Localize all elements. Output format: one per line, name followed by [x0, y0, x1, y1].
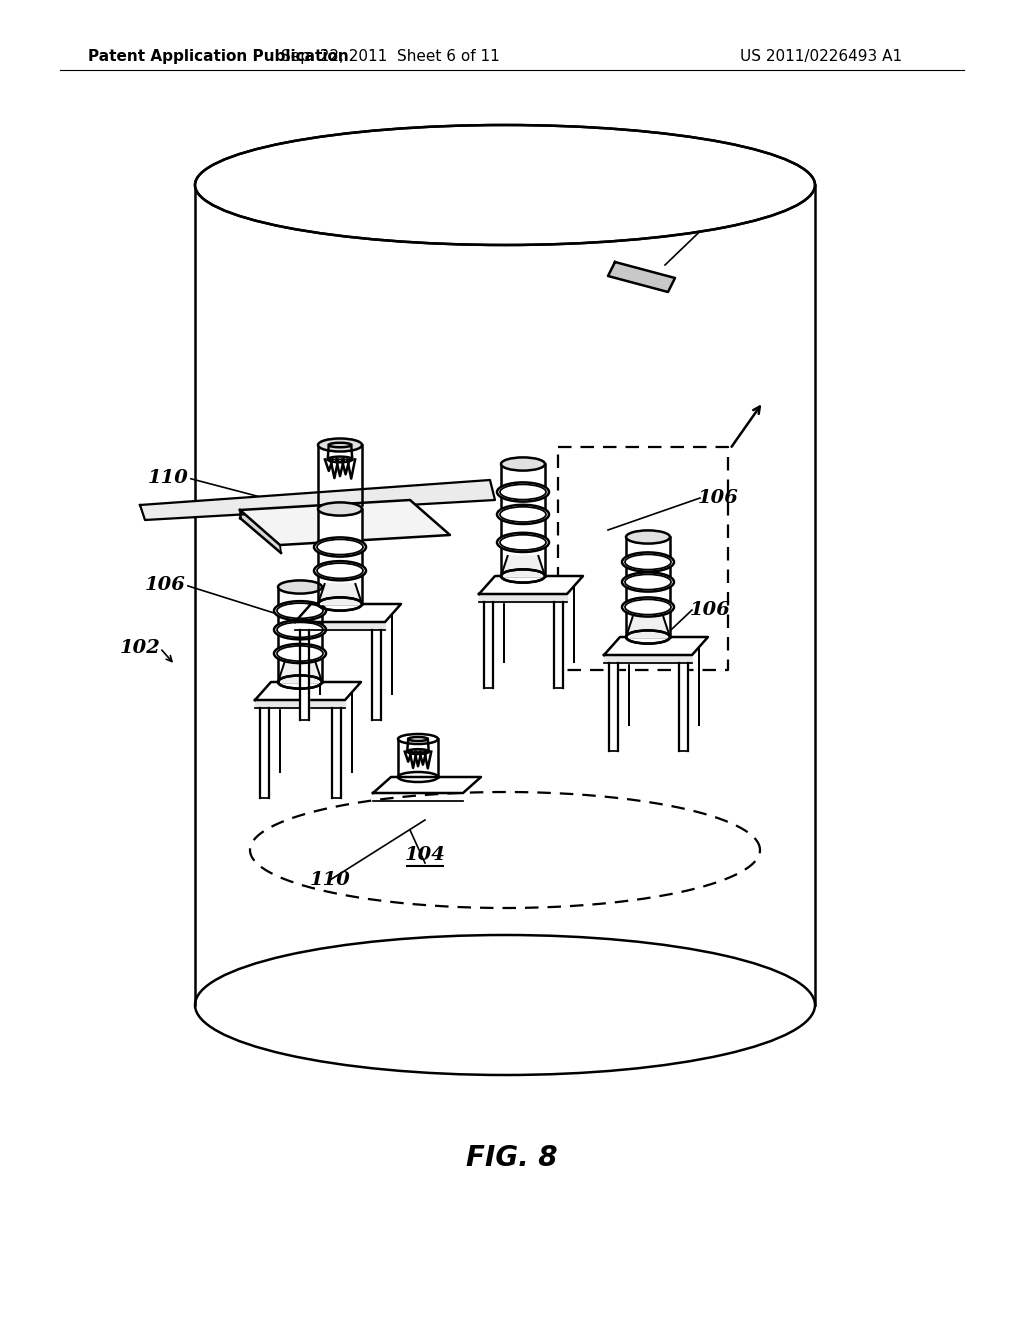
- Polygon shape: [479, 576, 583, 594]
- Polygon shape: [240, 510, 281, 553]
- Polygon shape: [608, 261, 675, 292]
- Polygon shape: [332, 708, 341, 799]
- Polygon shape: [679, 663, 687, 751]
- Polygon shape: [295, 622, 385, 630]
- Text: Sep. 22, 2011  Sheet 6 of 11: Sep. 22, 2011 Sheet 6 of 11: [281, 49, 500, 63]
- Polygon shape: [140, 480, 495, 520]
- Polygon shape: [255, 682, 361, 700]
- Ellipse shape: [274, 644, 326, 663]
- Ellipse shape: [497, 533, 549, 552]
- Text: FIG. 8: FIG. 8: [466, 1144, 558, 1172]
- Ellipse shape: [398, 734, 438, 744]
- Ellipse shape: [318, 438, 362, 451]
- Polygon shape: [373, 777, 481, 793]
- Ellipse shape: [195, 125, 815, 246]
- Polygon shape: [278, 663, 322, 682]
- Ellipse shape: [314, 561, 366, 581]
- Polygon shape: [479, 594, 567, 602]
- Text: Patent Application Publication: Patent Application Publication: [88, 49, 349, 63]
- Polygon shape: [278, 587, 322, 682]
- Text: 106: 106: [144, 576, 185, 594]
- Ellipse shape: [328, 457, 352, 462]
- Polygon shape: [554, 602, 562, 688]
- Ellipse shape: [274, 601, 326, 620]
- Ellipse shape: [622, 598, 674, 616]
- Polygon shape: [604, 638, 708, 655]
- Polygon shape: [318, 583, 362, 605]
- Polygon shape: [259, 708, 268, 799]
- Polygon shape: [372, 630, 381, 719]
- Ellipse shape: [622, 573, 674, 591]
- Ellipse shape: [408, 750, 429, 754]
- Ellipse shape: [274, 620, 326, 639]
- Polygon shape: [626, 537, 670, 638]
- Ellipse shape: [314, 537, 366, 557]
- Polygon shape: [483, 602, 493, 688]
- Ellipse shape: [501, 458, 545, 471]
- Ellipse shape: [626, 531, 670, 544]
- Ellipse shape: [497, 482, 549, 502]
- Polygon shape: [299, 630, 308, 719]
- Ellipse shape: [205, 127, 806, 243]
- Text: 104: 104: [404, 846, 445, 865]
- Text: 106: 106: [697, 488, 738, 507]
- Polygon shape: [255, 700, 345, 708]
- Ellipse shape: [497, 504, 549, 524]
- Ellipse shape: [622, 552, 674, 572]
- Polygon shape: [608, 663, 617, 751]
- Ellipse shape: [278, 581, 322, 594]
- Text: 108: 108: [715, 206, 756, 224]
- Polygon shape: [240, 500, 450, 545]
- Polygon shape: [318, 510, 362, 605]
- Ellipse shape: [318, 503, 362, 516]
- Polygon shape: [626, 616, 670, 638]
- Polygon shape: [501, 556, 545, 576]
- Polygon shape: [604, 655, 692, 663]
- Text: 110: 110: [309, 871, 350, 888]
- Text: 110: 110: [147, 469, 188, 487]
- Polygon shape: [295, 605, 401, 622]
- Text: US 2011/0226493 A1: US 2011/0226493 A1: [740, 49, 902, 63]
- Text: 102: 102: [120, 639, 161, 657]
- Text: 106: 106: [689, 601, 730, 619]
- Polygon shape: [501, 465, 545, 576]
